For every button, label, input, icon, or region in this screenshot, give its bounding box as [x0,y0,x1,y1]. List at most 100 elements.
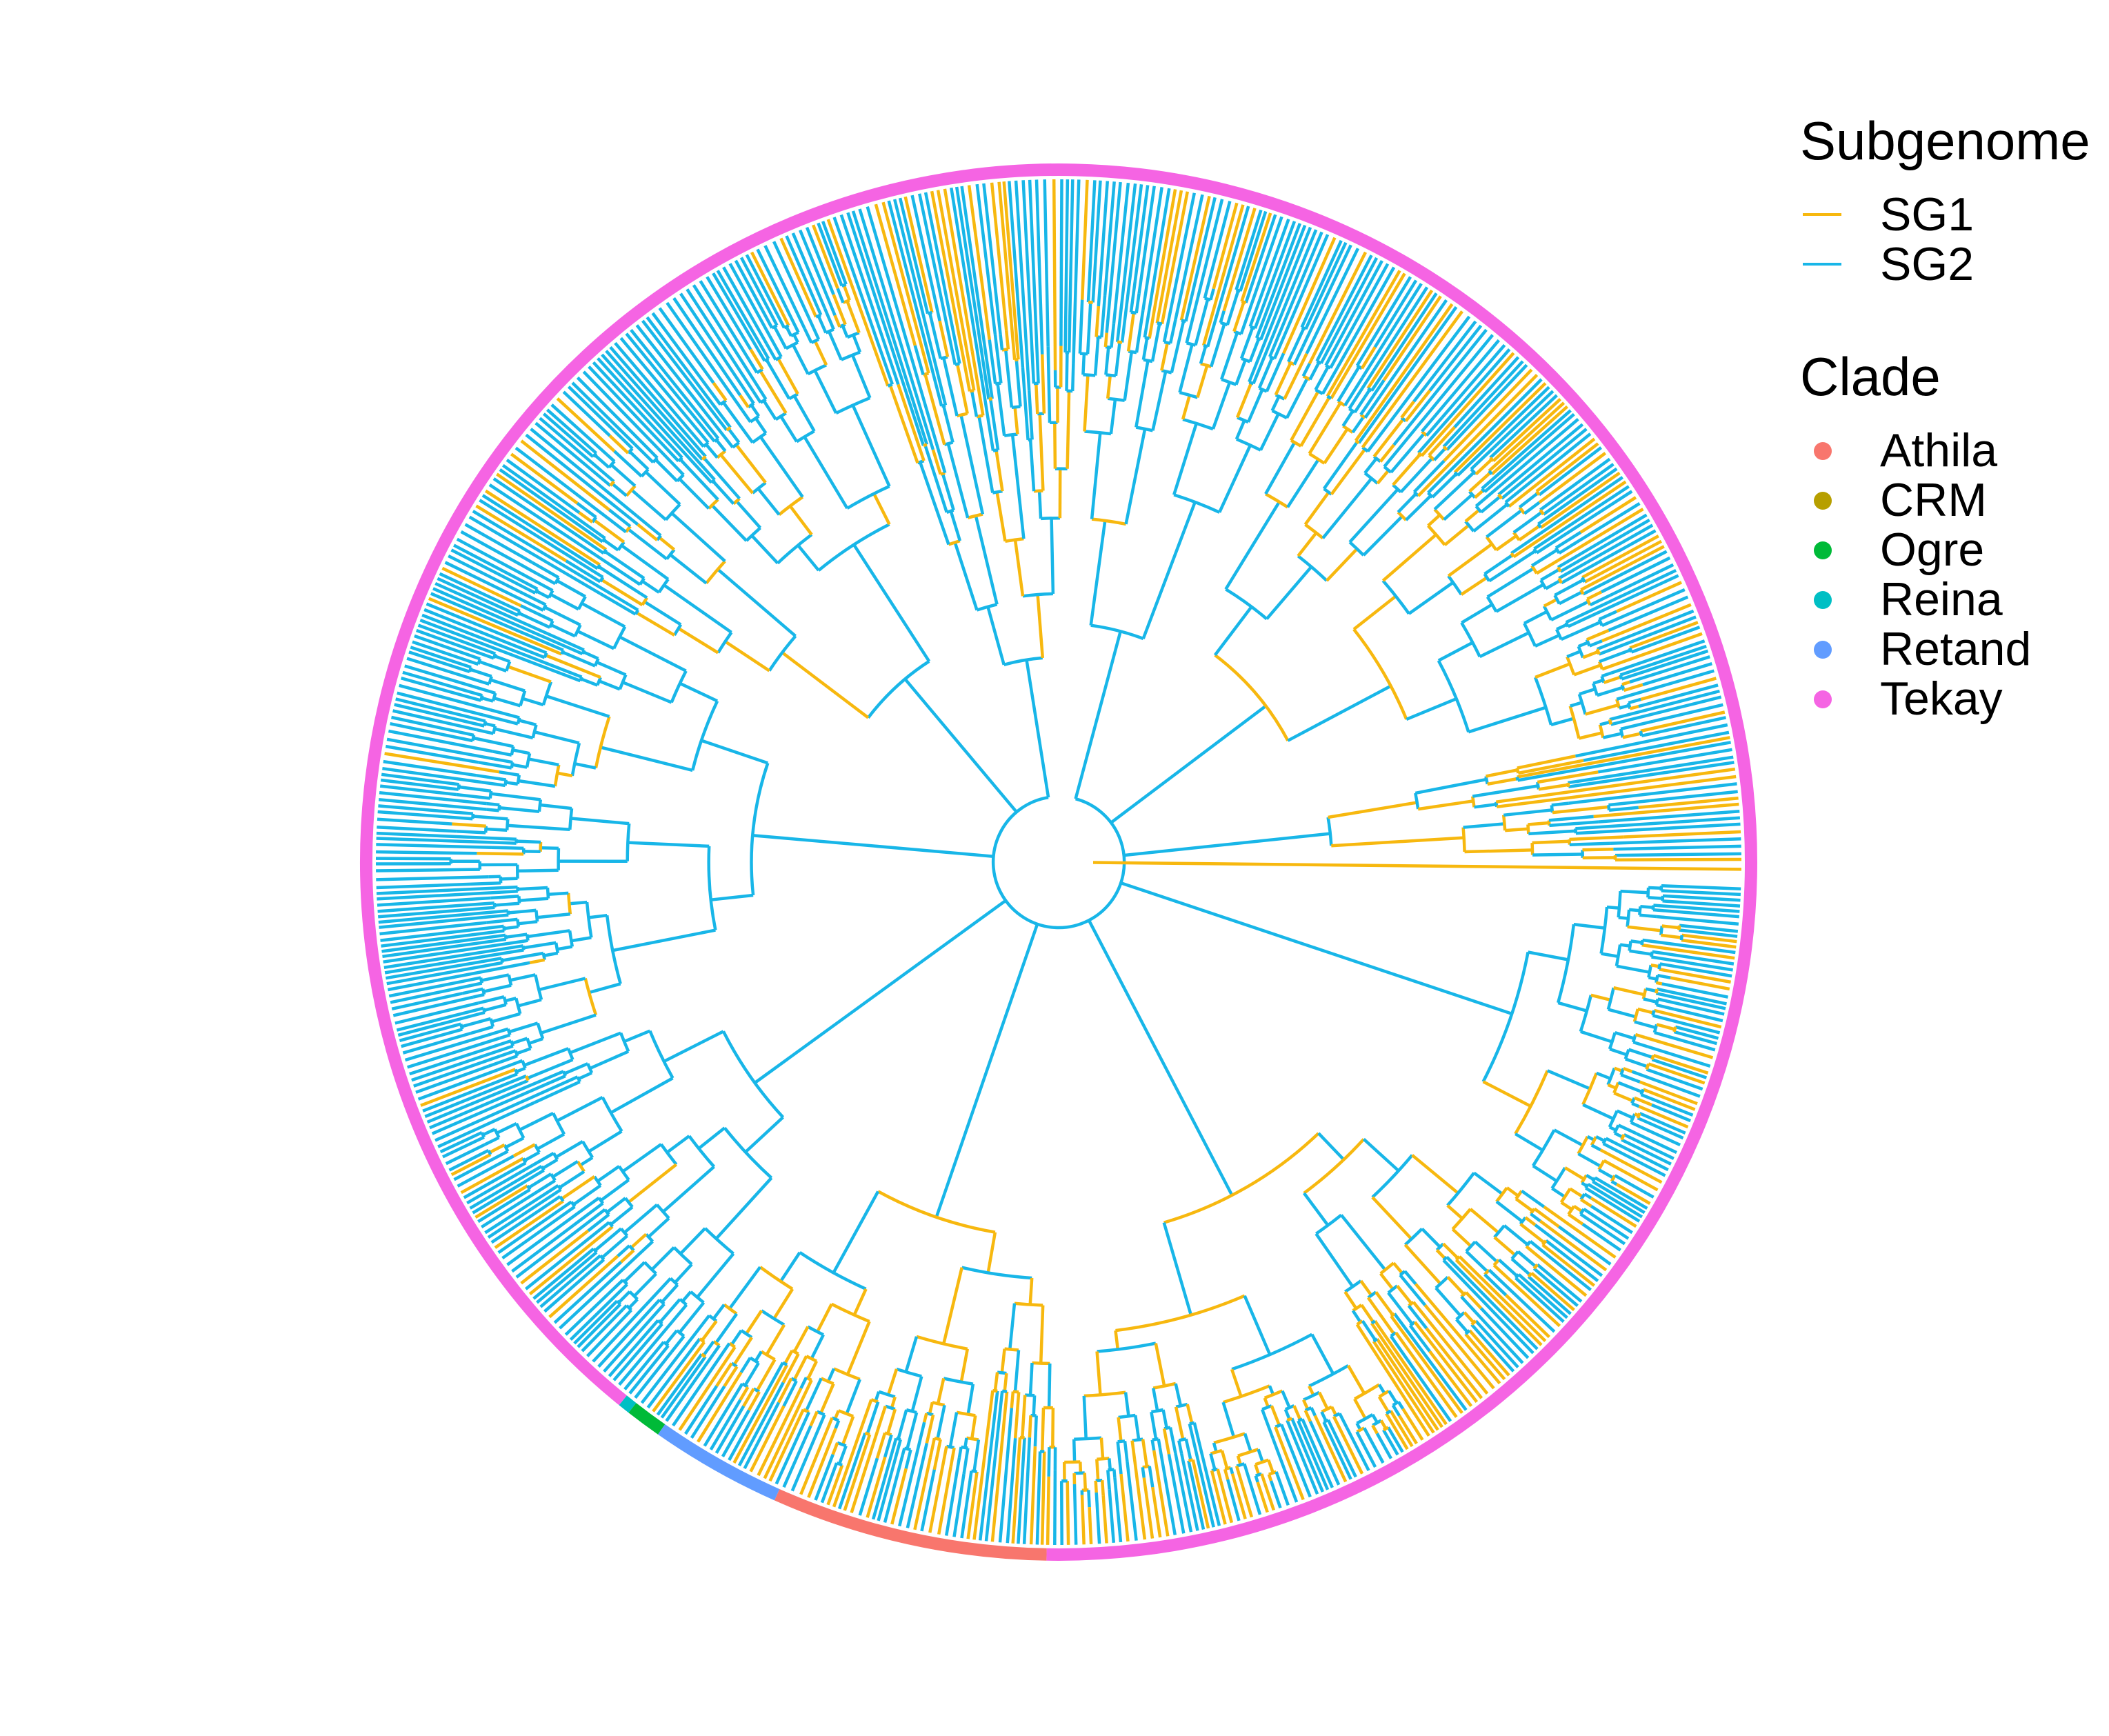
branch-stem-184 [1343,377,1364,407]
branch-stem-360 [1555,530,1582,550]
branch-stem-825 [1446,1276,1466,1296]
branch-stem-1333 [697,1126,726,1150]
branch-arc-299 [1488,470,1493,475]
branch-arc-1314 [712,1340,721,1347]
branch-arc-322 [1518,506,1526,515]
branch-stem-1355 [674,1263,693,1284]
branch-stem-2012 [759,370,788,415]
branch-stem-983 [1275,1471,1279,1475]
branch-tip-536 [1623,830,1741,839]
branch-tip-1009 [1212,1478,1227,1525]
branch-arc-746 [1163,1132,1320,1224]
branch-tip-1343 [634,1350,673,1399]
branch-tip-2167 [975,183,997,335]
branch-stem-1503 [563,1062,589,1075]
branch-tip-1694 [378,797,487,811]
branch-tip-1777 [412,640,479,666]
branch-tip-34 [1112,182,1130,324]
branch-stem-1827 [556,579,586,598]
branch-stem-1339 [681,1290,692,1303]
branch-tip-791 [1536,1263,1583,1303]
branch-arc-1405 [599,1254,606,1261]
branch-tip-673 [1640,1093,1694,1117]
branch-stem-162 [1265,566,1313,620]
branch-stem-1893 [627,528,668,561]
branch-arc-884 [1370,1319,1376,1325]
branch-stem-905 [1387,1390,1398,1404]
branch-stem-1937 [710,504,748,542]
branch-tip-197 [1372,286,1429,372]
branch-stem-1033 [1168,1427,1177,1454]
branch-stem-11 [1093,337,1100,376]
branch-tip-1020 [1188,1423,1215,1528]
branch-stem-1282 [755,1359,777,1392]
branch-stem-2069 [841,325,849,338]
subgenome-legend-title: Subgenome [1800,110,2090,171]
sg1-line-key [1800,190,1844,239]
branch-tip-1304 [690,1385,726,1439]
branch-tip-36 [1120,184,1143,343]
branch-stem-2008 [779,415,799,443]
branch-stem-2155 [988,399,1000,450]
branch-arc-2051 [783,323,790,330]
branch-tip-2150 [936,190,976,391]
branch-stem-809 [1483,1273,1508,1297]
branch-tip-326 [1538,446,1602,497]
branch-arc-2034 [835,396,871,415]
branch-stem-2142 [1010,435,1026,539]
branch-tip-940 [1335,1421,1364,1475]
branch-tip-1639 [377,890,518,901]
branch-stem-25 [1106,375,1112,399]
branch-stem-277 [1406,697,1457,721]
branch-stem-1396 [619,1249,635,1264]
branch-tip-238 [1407,334,1495,439]
branch-stem-5 [1124,428,1147,525]
branch-stem-643 [1632,1040,1649,1048]
branch-tip-1834 [456,537,544,587]
branch-stem-355 [1495,583,1545,613]
branch-tip-392 [1600,556,1671,594]
branch-arc-47 [1135,426,1153,432]
branch-stem-1608 [506,932,528,939]
branch-stem-1932 [872,492,891,526]
branch-stem-740 [1573,1204,1583,1213]
sector-stem-2 [1123,832,1331,857]
branch-arc-943 [1323,1418,1329,1424]
branch-tip-877 [1404,1345,1458,1418]
branch-stem-1744 [484,721,496,728]
branch-stem-1529 [612,928,716,952]
branch-stem-965 [1270,1405,1281,1426]
branch-stem-2077 [836,288,845,303]
branch-stem-480 [1487,777,1518,786]
branch-stem-122 [1259,412,1280,451]
branch-stem-1996 [741,410,752,423]
branch-stem-305 [1472,503,1508,532]
branch-stem-1513 [526,1058,574,1080]
branch-tip-606 [1670,976,1730,991]
branch-stem-1322 [701,1320,718,1341]
branch-stem-1356 [650,1246,675,1271]
branch-arc-873 [1390,1312,1396,1318]
branch-stem-1204 [875,1432,887,1459]
branch-stem-1121 [1028,1415,1032,1438]
branch-stem-1634 [490,895,519,900]
branch-stem-2009 [792,395,816,432]
branch-arc-252 [1417,451,1423,457]
branch-tip-443 [1621,649,1709,681]
branch-arc-914 [1385,1409,1392,1415]
branch-tip-1722 [383,759,477,777]
branch-stem-1652 [470,881,501,886]
branch-arc-1357 [669,1277,679,1286]
branch-tip-1245 [790,1437,817,1492]
branch-arc-722 [1580,1174,1588,1184]
branch-tip-1804 [432,587,583,656]
branch-stem-105 [1232,301,1246,332]
branch-arc-841 [1315,1213,1343,1235]
branch-stem-966 [1260,1408,1275,1439]
branch-stem-869 [1375,1290,1395,1316]
branch-stem-2073 [832,294,847,326]
branch-stem-1397 [617,1244,631,1257]
branch-stem-903 [1353,1398,1367,1419]
branch-stem-808 [1488,1268,1499,1279]
branch-tip-1363 [603,1308,661,1373]
